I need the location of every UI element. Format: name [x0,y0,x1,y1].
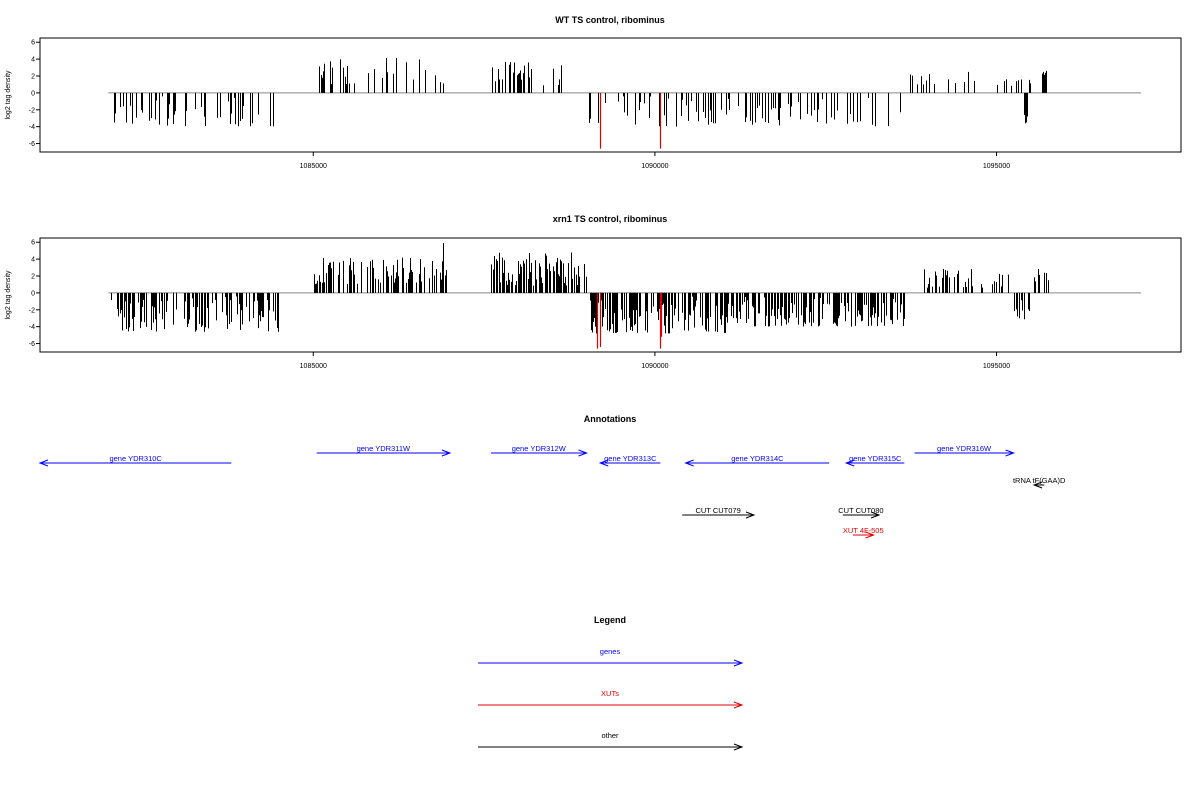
annotation-feature: gene YDR316W [914,444,1016,457]
annotation-feature: CUT CUT079 [682,506,756,519]
feature-label: tRNA tF(GAA)D [1013,476,1066,485]
legend-item: genes [478,647,744,667]
annotations-title: Annotations [584,414,637,424]
feature-label: CUT CUT079 [695,506,740,515]
wt-plot-frame [39,37,1182,153]
legend-arrow-icon [733,659,744,667]
y-tick-label: -2 [29,307,35,314]
legend-label: XUTs [601,689,619,698]
feature-label: gene YDR311W [357,444,411,453]
y-tick-label: 2 [31,274,35,281]
wt-panel-title: WT TS control, ribominus [555,15,665,25]
strand-arrow-icon [38,459,49,467]
strand-arrow-icon [684,459,694,467]
strand-arrow-icon [865,531,875,539]
feature-label: gene YDR315C [849,454,902,463]
strand-arrow-icon [441,449,452,457]
y-tick-label: 6 [31,40,35,47]
feature-label: gene YDR310C [109,454,162,463]
wt-x-ticks: 1085000 1090000 1095000 [300,152,1010,170]
legend: Legend genes XUTs other [478,615,744,751]
y-tick-label: -6 [29,141,35,148]
feature-label: XUT 4F-505 [843,526,884,535]
xrn1-tag-density-panel: xrn1 TS control, ribominus log2 tag dens… [5,214,1182,370]
wt-bars [108,58,1141,149]
xrn1-bars [108,243,1141,349]
annotation-feature: gene YDR315C [844,454,905,467]
feature-label: CUT CUT080 [838,506,883,515]
xrn1-x-ticks: 1085000 1090000 1095000 [300,352,1010,370]
wt-y-ticks: 6 4 2 0 -2 -4 -6 [29,40,40,148]
xrn1-plot-frame [39,237,1182,353]
x-tick-label: 1090000 [641,163,668,170]
annotation-feature: CUT CUT080 [838,506,884,519]
y-tick-label: 0 [31,290,35,297]
wt-y-axis-label: log2 tag density [5,70,12,120]
y-tick-label: -4 [29,124,35,131]
annotation-feature: tRNA tF(GAA)D [1013,476,1066,489]
annotation-feature: gene YDR314C [684,454,830,467]
x-tick-label: 1095000 [983,363,1010,370]
legend-title: Legend [594,615,626,625]
strand-arrow-icon [1032,481,1043,489]
x-tick-label: 1090000 [641,363,668,370]
strand-arrow-icon [745,511,756,519]
y-tick-label: 4 [31,257,35,264]
y-tick-label: -2 [29,107,35,114]
legend-arrow-icon [733,701,744,709]
strand-arrow-icon [870,511,881,519]
annotation-feature: gene YDR311W [316,444,452,457]
xrn1-panel-title: xrn1 TS control, ribominus [553,214,668,224]
feature-label: gene YDR313C [604,454,657,463]
legend-items: genes XUTs other [478,647,744,751]
annotation-feature: gene YDR310C [38,454,232,467]
xrn1-y-axis-label: log2 tag density [5,270,12,320]
legend-item: other [478,731,744,751]
strand-arrow-icon [598,459,609,467]
y-tick-label: 0 [31,90,35,97]
x-tick-label: 1085000 [300,363,327,370]
annotation-feature: gene YDR312W [490,444,589,457]
x-tick-label: 1085000 [300,163,327,170]
feature-label: gene YDR312W [512,444,567,453]
legend-label: genes [600,647,621,656]
annotation-feature: XUT 4F-505 [843,526,884,539]
wt-tag-density-panel: WT TS control, ribominus log2 tag densit… [5,15,1182,170]
strand-arrow-icon [578,449,589,457]
feature-label: gene YDR316W [937,444,992,453]
y-tick-label: 6 [31,240,35,247]
feature-label: gene YDR314C [731,454,784,463]
y-tick-label: 4 [31,57,35,64]
annotation-feature: gene YDR313C [598,454,661,467]
strand-arrow-icon [1005,449,1016,457]
annotation-features: gene YDR310C gene YDR311W gene YDR312W gene… [38,444,1066,539]
strand-arrow-icon [844,459,855,467]
xrn1-y-ticks: 6 4 2 0 -2 -4 -6 [29,240,40,348]
legend-label: other [601,731,619,740]
legend-item: XUTs [478,689,744,709]
y-tick-label: 2 [31,74,35,81]
y-tick-label: -6 [29,341,35,348]
legend-arrow-icon [733,743,744,751]
y-tick-label: -4 [29,324,35,331]
x-tick-label: 1095000 [983,163,1010,170]
